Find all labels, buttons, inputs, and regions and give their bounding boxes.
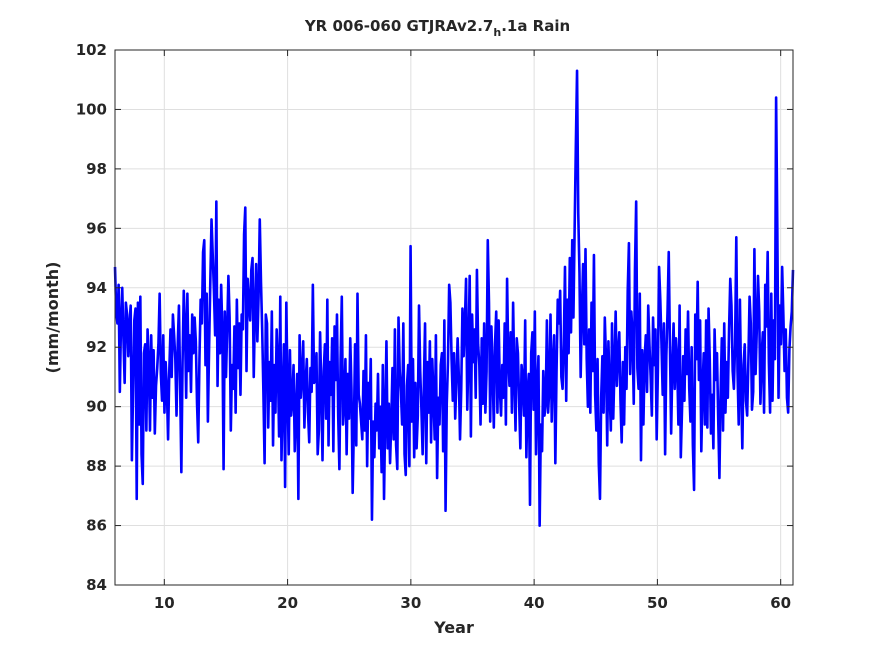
ticks: 10 20 30 40 50 60 84 86 88 90 92 94 96 98 100 102 — [76, 41, 793, 612]
y-tick-label: 96 — [86, 219, 107, 237]
axes-box — [114, 49, 794, 586]
x-tick-label: 20 — [277, 594, 298, 612]
y-tick-label: 94 — [86, 279, 107, 297]
y-tick-label: 102 — [76, 41, 107, 59]
series-line — [113, 69, 795, 527]
x-tick-label: 50 — [647, 594, 668, 612]
y-tick-label: 86 — [86, 517, 107, 535]
x-tick-label: 10 — [154, 594, 175, 612]
title-main: YR 006-060 GTJRAv2.7 — [304, 17, 494, 35]
x-tick-label: 30 — [400, 594, 421, 612]
x-tick-label: 60 — [770, 594, 791, 612]
y-tick-label: 88 — [86, 457, 107, 475]
y-tick-label: 92 — [86, 338, 107, 356]
y-tick-label: 98 — [86, 160, 107, 178]
title-subscript: h — [493, 26, 502, 39]
x-tick-label: 40 — [524, 594, 545, 612]
chart-title: YR 006-060 GTJRAv2.7h.1a Rain — [0, 17, 875, 38]
y-tick-label: 100 — [76, 100, 107, 118]
series-layer — [113, 69, 795, 527]
y-tick-label: 90 — [86, 398, 107, 416]
y-tick-label: 84 — [86, 576, 107, 594]
x-axis-label: Year — [433, 618, 474, 637]
y-axis-label: (mm/month) — [43, 262, 62, 374]
title-suffix: .1a Rain — [501, 17, 571, 35]
